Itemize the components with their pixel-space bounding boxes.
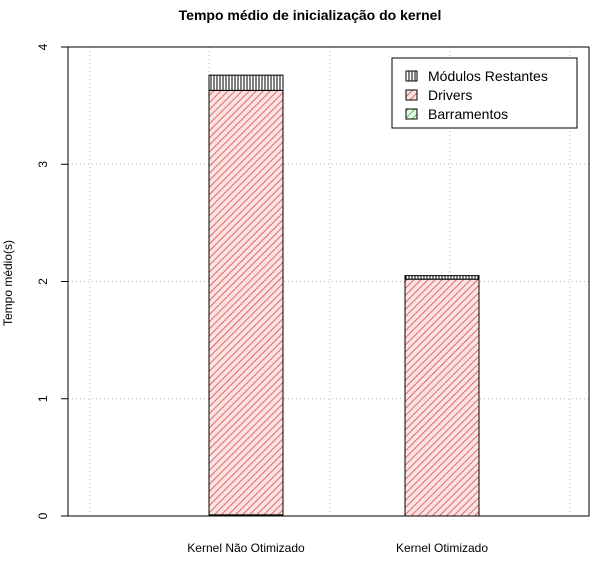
legend-swatch (405, 108, 418, 120)
x-tick-label: Kernel Otimizado (396, 541, 488, 555)
y-tick-label: 4 (36, 43, 50, 50)
grid (68, 47, 589, 516)
legend-label: Barramentos (428, 106, 508, 122)
y-tick-label: 2 (36, 278, 50, 285)
x-tick-label: Kernel Não Otimizado (187, 541, 305, 555)
bar-segment-drivers (208, 89, 284, 516)
y-tick-label: 3 (36, 161, 50, 168)
bar-segment-m-dulos-restantes (404, 275, 480, 280)
y-tick-label: 0 (36, 512, 50, 519)
bar-segment-m-dulos-restantes (208, 74, 284, 91)
legend-box (391, 57, 578, 129)
chart-title: Tempo médio de inicialização do kernel (179, 7, 442, 23)
legend-label: Módulos Restantes (428, 68, 548, 84)
legend-label: Drivers (428, 87, 472, 103)
legend-swatch (405, 70, 418, 82)
plot-frame (67, 46, 590, 517)
y-tick-label: 1 (36, 395, 50, 402)
legend-swatch (405, 89, 418, 101)
bars (208, 74, 480, 517)
legend: Módulos Restantes Drivers Barramentos (391, 57, 578, 129)
bar-segment-drivers (404, 278, 480, 517)
axes: 0 1 2 3 4 Kernel Não Otimizado Kernel Otimizad… (36, 43, 488, 555)
y-axis-label: Tempo médio(s) (1, 240, 15, 326)
